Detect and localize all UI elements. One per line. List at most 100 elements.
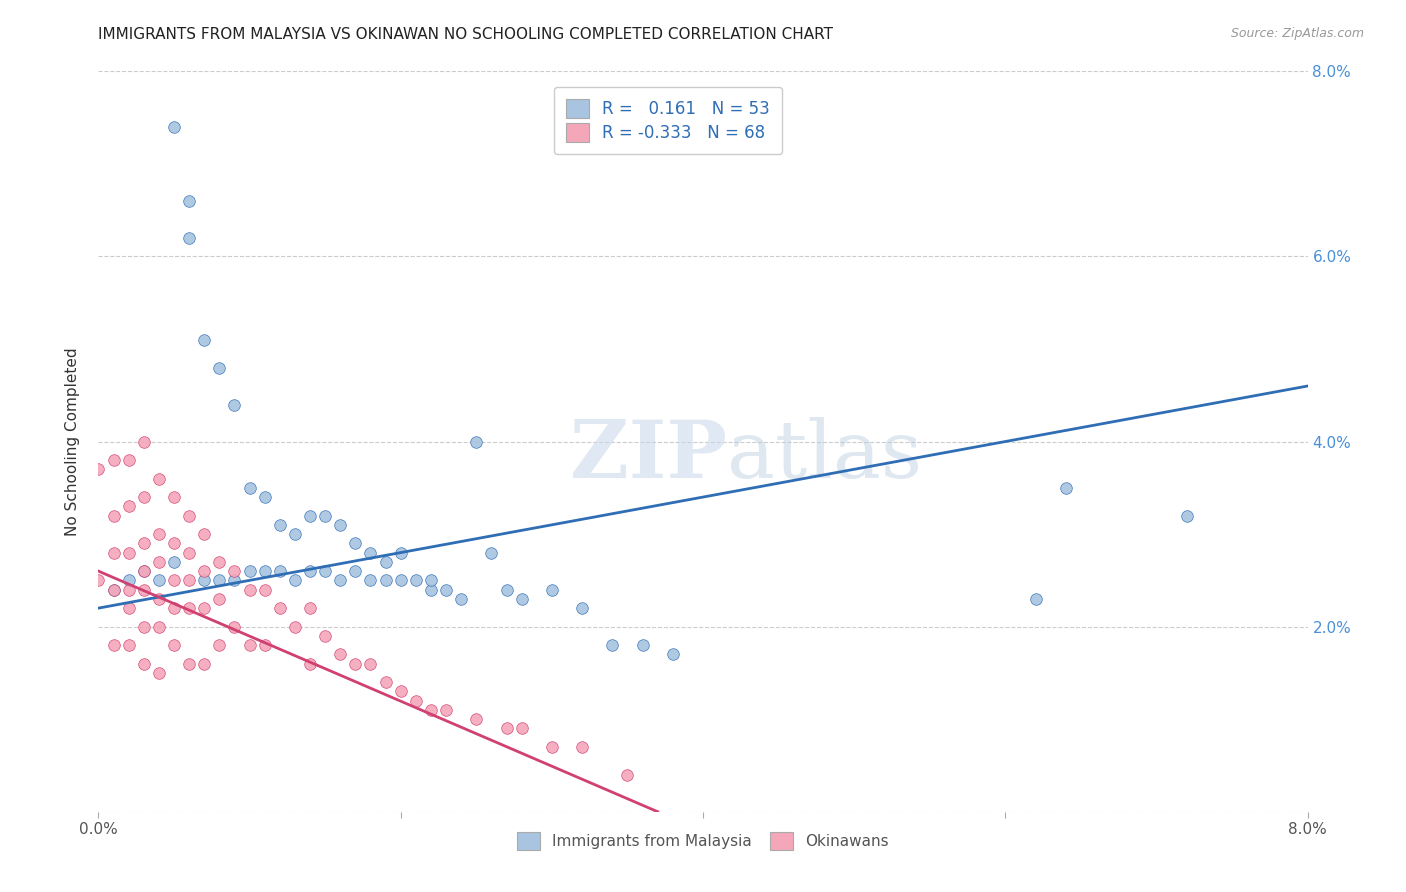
Point	[360, 574, 382, 588]
Point	[1054, 481, 1077, 495]
Point	[208, 638, 231, 652]
Point	[132, 564, 155, 578]
Point	[179, 508, 201, 523]
Point	[253, 582, 276, 597]
Point	[87, 574, 110, 588]
Point	[224, 398, 246, 412]
Point	[465, 434, 488, 449]
Point	[118, 638, 141, 652]
Point	[148, 555, 170, 569]
Point	[179, 231, 201, 245]
Point	[163, 490, 186, 504]
Point	[208, 574, 231, 588]
Point	[420, 574, 443, 588]
Point	[344, 657, 367, 671]
Point	[540, 582, 562, 597]
Point	[299, 508, 322, 523]
Point	[148, 527, 170, 541]
Text: atlas: atlas	[727, 417, 922, 495]
Point	[495, 722, 517, 736]
Point	[118, 545, 141, 560]
Point	[118, 574, 141, 588]
Point	[434, 582, 457, 597]
Point	[87, 462, 110, 476]
Point	[163, 638, 186, 652]
Point	[329, 517, 352, 532]
Point	[299, 657, 322, 671]
Point	[239, 564, 262, 578]
Point	[148, 665, 170, 680]
Y-axis label: No Schooling Completed: No Schooling Completed	[65, 347, 80, 536]
Point	[163, 536, 186, 550]
Point	[179, 574, 201, 588]
Point	[450, 591, 472, 606]
Point	[344, 536, 367, 550]
Point	[540, 739, 562, 754]
Point	[179, 194, 201, 208]
Point	[103, 638, 125, 652]
Point	[269, 517, 291, 532]
Point	[314, 508, 336, 523]
Point	[132, 582, 155, 597]
Point	[510, 591, 533, 606]
Point	[148, 619, 170, 633]
Point	[1175, 508, 1198, 523]
Point	[103, 582, 125, 597]
Point	[253, 638, 276, 652]
Point	[284, 574, 307, 588]
Point	[329, 574, 352, 588]
Point	[465, 712, 488, 726]
Point	[193, 527, 215, 541]
Point	[132, 564, 155, 578]
Point	[631, 638, 654, 652]
Point	[405, 574, 427, 588]
Point	[329, 648, 352, 662]
Point	[571, 739, 593, 754]
Point	[118, 500, 141, 514]
Point	[420, 582, 443, 597]
Point	[495, 582, 517, 597]
Point	[344, 564, 367, 578]
Point	[314, 564, 336, 578]
Point	[208, 360, 231, 375]
Point	[148, 591, 170, 606]
Point	[481, 545, 503, 560]
Point	[239, 481, 262, 495]
Point	[299, 564, 322, 578]
Point	[284, 527, 307, 541]
Point	[389, 545, 412, 560]
Point	[118, 601, 141, 615]
Point	[193, 564, 215, 578]
Point	[571, 601, 593, 615]
Point	[661, 648, 683, 662]
Legend: Immigrants from Malaysia, Okinawans: Immigrants from Malaysia, Okinawans	[510, 826, 896, 856]
Point	[148, 574, 170, 588]
Point	[224, 574, 246, 588]
Point	[389, 684, 412, 698]
Point	[208, 591, 231, 606]
Point	[132, 657, 155, 671]
Point	[103, 508, 125, 523]
Point	[239, 582, 262, 597]
Point	[374, 574, 396, 588]
Point	[148, 472, 170, 486]
Point	[118, 453, 141, 467]
Point	[389, 574, 412, 588]
Point	[163, 574, 186, 588]
Point	[179, 657, 201, 671]
Text: Source: ZipAtlas.com: Source: ZipAtlas.com	[1230, 27, 1364, 40]
Point	[434, 703, 457, 717]
Point	[118, 582, 141, 597]
Point	[103, 582, 125, 597]
Point	[405, 694, 427, 708]
Point	[253, 490, 276, 504]
Point	[269, 564, 291, 578]
Point	[193, 657, 215, 671]
Point	[374, 555, 396, 569]
Point	[132, 536, 155, 550]
Point	[1025, 591, 1047, 606]
Point	[602, 638, 624, 652]
Point	[132, 619, 155, 633]
Point	[616, 767, 638, 781]
Point	[253, 564, 276, 578]
